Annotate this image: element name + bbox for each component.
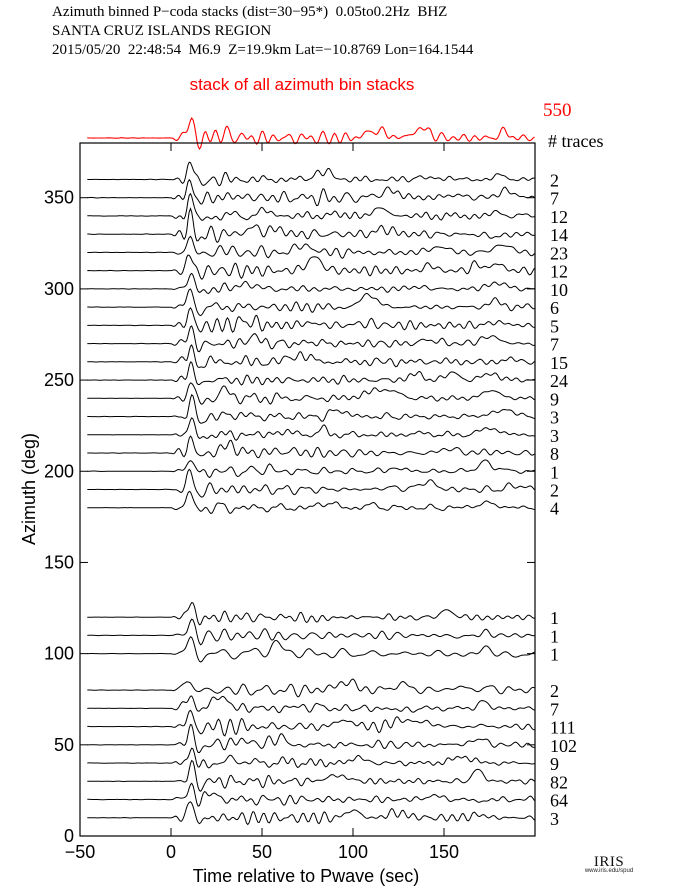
y-tick-label: 0 [64, 826, 74, 846]
azimuth-trace [87, 709, 535, 737]
summary-stack-count: 550 [543, 100, 572, 121]
y-tick-label: 100 [44, 644, 74, 664]
trace-count-label: 8 [550, 444, 559, 464]
azimuth-trace [87, 747, 535, 769]
trace-count-label: 2 [550, 170, 559, 190]
trace-count-label: 1 [550, 608, 559, 628]
trace-count-label: 14 [550, 225, 568, 245]
trace-count-label: 64 [550, 791, 568, 811]
x-tick-label: 0 [166, 842, 176, 862]
azimuth-trace [87, 272, 535, 295]
trace-count-label: 2 [550, 481, 559, 501]
azimuth-trace [87, 192, 535, 221]
trace-count-label: 3 [550, 426, 559, 446]
azimuth-trace [87, 695, 535, 714]
x-tick-label: 100 [338, 842, 368, 862]
trace-count-label: 3 [550, 809, 559, 829]
trace-count-label: 10 [550, 280, 568, 300]
trace-count-label: 9 [550, 389, 559, 409]
trace-count-label: 15 [550, 353, 568, 373]
x-tick-label: 50 [252, 842, 272, 862]
trace-count-label: 7 [550, 189, 559, 209]
x-tick-label: 150 [429, 842, 459, 862]
azimuth-trace [87, 759, 535, 792]
azimuth-trace [87, 490, 535, 515]
azimuth-trace [87, 393, 535, 424]
azimuth-trace [87, 325, 535, 353]
trace-count-label: 23 [550, 243, 568, 263]
y-tick-label: 250 [44, 370, 74, 390]
trace-count-label: 24 [550, 371, 568, 391]
axis-ticks [79, 143, 535, 837]
header-line-1: Azimuth binned P−coda stacks (dist=30−95… [52, 4, 448, 20]
azimuth-trace [87, 178, 535, 207]
trace-count-label: 7 [550, 699, 559, 719]
azimuth-trace [87, 782, 535, 807]
trace-count-label: 7 [550, 335, 559, 355]
x-axis-label: Time relative to Pwave (sec) [193, 866, 419, 886]
azimuth-trace [87, 361, 535, 386]
trace-count-label: 12 [550, 207, 568, 227]
azimuth-trace [87, 678, 535, 698]
trace-count-label: 111 [550, 718, 576, 738]
summary-stack-trace [87, 117, 535, 151]
header-line-3: 2015/05/20 22:48:54 M6.9 Z=19.9km Lat=−1… [52, 42, 474, 58]
header-line-2: SANTA CRUZ ISLANDS REGION [52, 23, 272, 39]
azimuth-trace [87, 382, 535, 405]
trace-count-label: 82 [550, 772, 568, 792]
azimuth-trace [87, 618, 535, 646]
trace-count-label: 2 [550, 681, 559, 701]
iris-logo-text: IRIS [593, 854, 625, 870]
iris-logo-subtext: www.iris.edu/spud [584, 868, 634, 874]
trace-count-label: 1 [550, 626, 559, 646]
azimuth-trace [87, 344, 535, 368]
trace-count-label: 1 [550, 645, 559, 665]
iris-logo: IRIS www.iris.edu/spud [584, 854, 634, 874]
azimuth-trace [87, 636, 535, 663]
azimuth-trace [87, 307, 535, 333]
azimuth-trace [87, 161, 535, 187]
y-tick-label: 350 [44, 188, 74, 208]
y-axis-label: Azimuth (deg) [19, 433, 39, 545]
azimuth-trace [87, 602, 535, 626]
azimuth-trace [87, 435, 535, 459]
azimuth-traces [87, 161, 535, 826]
x-tick-label: −50 [65, 842, 96, 862]
trace-count-label: 4 [550, 499, 559, 519]
azimuth-trace [87, 288, 535, 317]
y-tick-label: 200 [44, 461, 74, 481]
trace-count-label: 12 [550, 262, 568, 282]
traces-header: # traces [548, 131, 603, 151]
azimuth-trace [87, 254, 535, 281]
azimuth-trace [87, 801, 535, 826]
trace-count-label: 102 [550, 736, 577, 756]
trace-count-label: 9 [550, 754, 559, 774]
azimuth-trace [87, 459, 535, 479]
summary-stack-label: stack of all azimuth bin stacks [190, 75, 415, 94]
trace-counts: 2712142312106571524933812411127111102982… [550, 170, 577, 828]
trace-count-label: 6 [550, 298, 559, 318]
azimuth-trace [87, 417, 535, 441]
azimuth-trace [87, 468, 535, 498]
trace-count-label: 1 [550, 462, 559, 482]
trace-count-label: 3 [550, 408, 559, 428]
y-tick-label: 300 [44, 279, 74, 299]
y-tick-label: 50 [54, 735, 74, 755]
y-tick-label: 150 [44, 552, 74, 572]
trace-count-label: 5 [550, 316, 559, 336]
azimuth-trace [87, 207, 535, 244]
plot-frame [79, 142, 536, 837]
azimuth-trace [87, 235, 535, 259]
azimuth-trace [87, 723, 535, 754]
